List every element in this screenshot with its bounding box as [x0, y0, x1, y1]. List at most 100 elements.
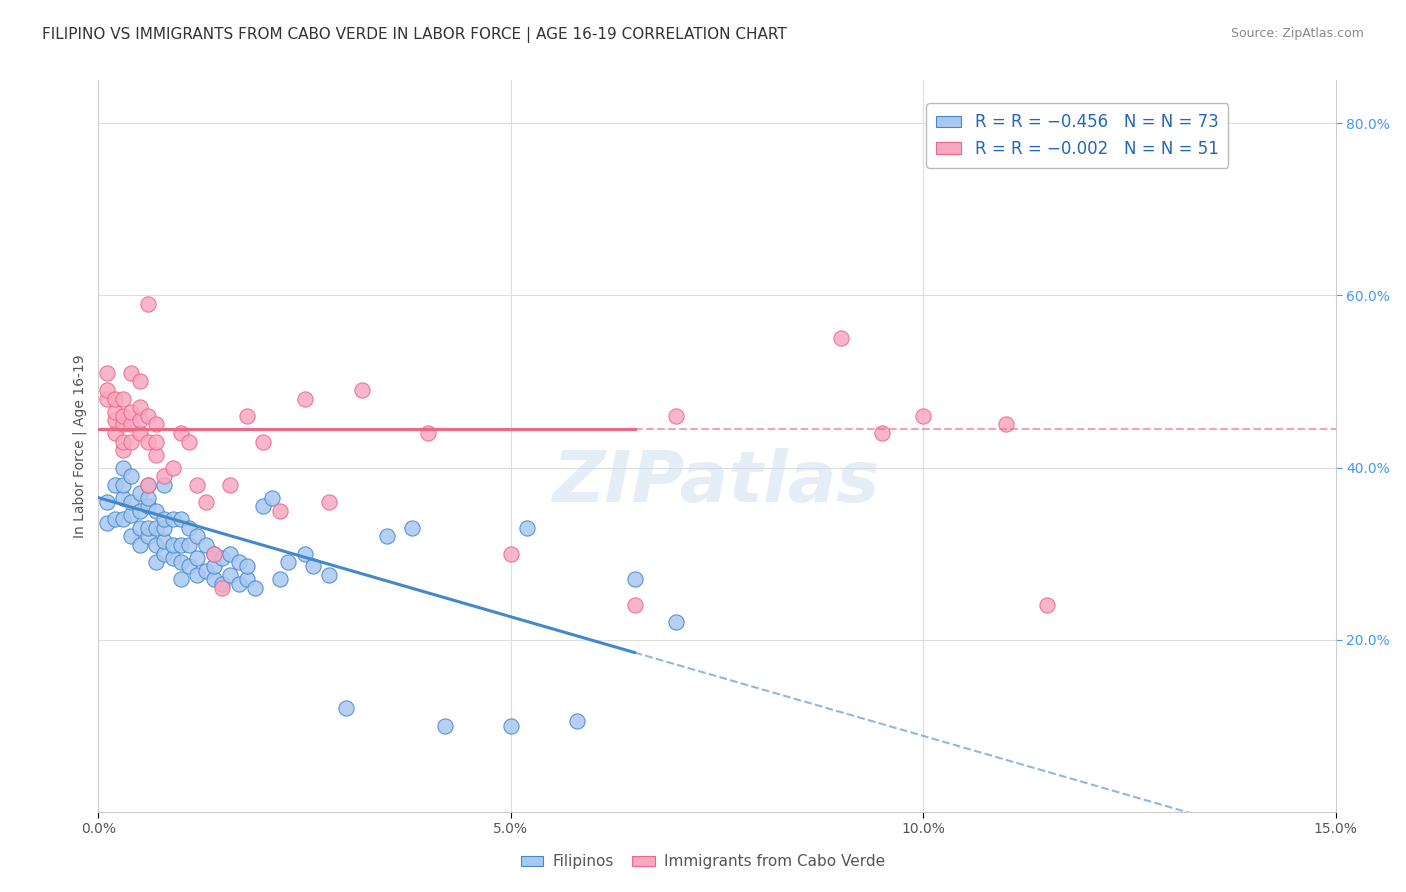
Point: [186, 568, 208, 582]
Point: [433, 719, 456, 733]
Point: [228, 576, 250, 591]
Point: [136, 477, 159, 491]
Point: [401, 521, 423, 535]
Point: [136, 529, 159, 543]
Point: [136, 500, 159, 514]
Point: [145, 555, 167, 569]
Point: [120, 366, 142, 380]
Point: [170, 512, 193, 526]
Point: [104, 392, 127, 406]
Point: [202, 573, 225, 587]
Point: [128, 401, 150, 415]
Point: [96, 516, 118, 531]
Point: [96, 366, 118, 380]
Point: [145, 538, 167, 552]
Point: [252, 500, 274, 514]
Point: [179, 559, 201, 574]
Point: [665, 615, 688, 630]
Point: [236, 409, 259, 423]
Point: [96, 392, 118, 406]
Point: [194, 538, 217, 552]
Point: [260, 491, 283, 505]
Point: [145, 448, 167, 462]
Point: [120, 508, 142, 522]
Point: [294, 392, 316, 406]
Point: [186, 529, 208, 543]
Point: [269, 573, 291, 587]
Point: [112, 434, 135, 449]
Point: [104, 477, 127, 491]
Point: [136, 434, 159, 449]
Point: [162, 512, 184, 526]
Point: [145, 434, 167, 449]
Point: [565, 714, 588, 729]
Point: [162, 550, 184, 565]
Point: [186, 477, 208, 491]
Point: [153, 477, 176, 491]
Point: [219, 568, 242, 582]
Point: [228, 555, 250, 569]
Point: [236, 573, 259, 587]
Point: [194, 495, 217, 509]
Point: [830, 331, 852, 345]
Point: [145, 503, 167, 517]
Point: [623, 573, 645, 587]
Point: [128, 503, 150, 517]
Point: [170, 426, 193, 441]
Point: [136, 521, 159, 535]
Point: [136, 297, 159, 311]
Legend: Filipinos, Immigrants from Cabo Verde: Filipinos, Immigrants from Cabo Verde: [515, 848, 891, 875]
Point: [219, 547, 242, 561]
Point: [170, 573, 193, 587]
Point: [128, 538, 150, 552]
Point: [1036, 598, 1059, 612]
Point: [120, 495, 142, 509]
Legend: R = R = −0.456   N = N = 73, R = R = −0.002   N = N = 51: R = R = −0.456 N = N = 73, R = R = −0.00…: [927, 103, 1229, 168]
Point: [120, 417, 142, 432]
Point: [112, 460, 135, 475]
Point: [294, 547, 316, 561]
Point: [302, 559, 325, 574]
Point: [499, 547, 522, 561]
Point: [145, 521, 167, 535]
Point: [870, 426, 893, 441]
Point: [112, 491, 135, 505]
Point: [162, 460, 184, 475]
Point: [128, 413, 150, 427]
Point: [112, 409, 135, 423]
Text: FILIPINO VS IMMIGRANTS FROM CABO VERDE IN LABOR FORCE | AGE 16-19 CORRELATION CH: FILIPINO VS IMMIGRANTS FROM CABO VERDE I…: [42, 27, 787, 43]
Point: [136, 491, 159, 505]
Point: [153, 512, 176, 526]
Point: [318, 568, 340, 582]
Point: [120, 529, 142, 543]
Point: [665, 409, 688, 423]
Point: [153, 521, 176, 535]
Point: [136, 409, 159, 423]
Point: [252, 434, 274, 449]
Point: [153, 469, 176, 483]
Point: [236, 559, 259, 574]
Text: Source: ZipAtlas.com: Source: ZipAtlas.com: [1230, 27, 1364, 40]
Point: [211, 550, 233, 565]
Point: [145, 417, 167, 432]
Text: ZIPatlas: ZIPatlas: [554, 448, 880, 517]
Point: [243, 581, 266, 595]
Point: [128, 426, 150, 441]
Point: [335, 701, 357, 715]
Point: [277, 555, 299, 569]
Point: [179, 521, 201, 535]
Point: [112, 392, 135, 406]
Point: [120, 434, 142, 449]
Point: [104, 413, 127, 427]
Point: [211, 576, 233, 591]
Point: [136, 477, 159, 491]
Point: [269, 503, 291, 517]
Point: [211, 581, 233, 595]
Point: [202, 559, 225, 574]
Point: [153, 533, 176, 548]
Point: [104, 426, 127, 441]
Point: [352, 383, 374, 397]
Point: [96, 495, 118, 509]
Point: [170, 555, 193, 569]
Point: [162, 538, 184, 552]
